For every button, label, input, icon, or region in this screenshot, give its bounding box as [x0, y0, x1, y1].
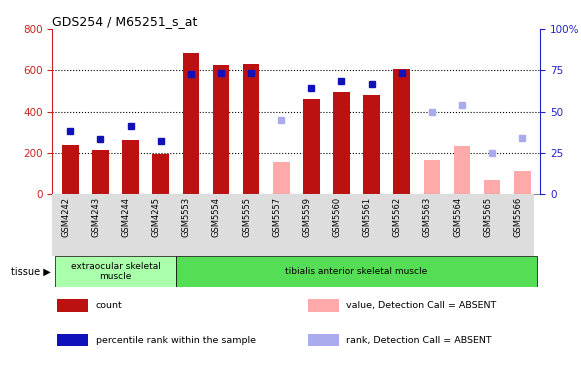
- Bar: [92, 150, 109, 194]
- Bar: [182, 53, 199, 194]
- Bar: [454, 146, 470, 194]
- Text: count: count: [96, 301, 123, 310]
- Text: GSM5560: GSM5560: [332, 197, 342, 237]
- Text: GDS254 / M65251_s_at: GDS254 / M65251_s_at: [52, 15, 198, 28]
- Text: GSM5562: GSM5562: [393, 197, 401, 237]
- Text: tibialis anterior skeletal muscle: tibialis anterior skeletal muscle: [285, 267, 428, 276]
- Text: GSM5559: GSM5559: [302, 197, 311, 237]
- Text: GSM4243: GSM4243: [91, 197, 101, 237]
- Text: GSM5554: GSM5554: [212, 197, 221, 237]
- Text: tissue ▶: tissue ▶: [11, 267, 51, 277]
- Text: value, Detection Call = ABSENT: value, Detection Call = ABSENT: [346, 301, 497, 310]
- Text: percentile rank within the sample: percentile rank within the sample: [96, 336, 256, 344]
- Bar: [484, 180, 500, 194]
- FancyBboxPatch shape: [176, 256, 537, 287]
- FancyBboxPatch shape: [55, 256, 176, 287]
- Bar: [273, 162, 289, 194]
- Text: rank, Detection Call = ABSENT: rank, Detection Call = ABSENT: [346, 336, 492, 344]
- Text: GSM5565: GSM5565: [483, 197, 492, 237]
- Text: GSM5566: GSM5566: [513, 197, 522, 237]
- Bar: [393, 70, 410, 194]
- Text: GSM5564: GSM5564: [453, 197, 462, 237]
- Text: GSM4242: GSM4242: [62, 197, 70, 237]
- Text: GSM5555: GSM5555: [242, 197, 251, 237]
- Text: GSM4244: GSM4244: [121, 197, 131, 237]
- Bar: [152, 154, 169, 194]
- FancyBboxPatch shape: [52, 194, 535, 256]
- Bar: [303, 99, 320, 194]
- Bar: [363, 95, 380, 194]
- FancyBboxPatch shape: [308, 334, 339, 346]
- Text: GSM5553: GSM5553: [182, 197, 191, 237]
- FancyBboxPatch shape: [58, 299, 88, 311]
- Bar: [243, 64, 259, 194]
- Text: GSM4245: GSM4245: [152, 197, 161, 237]
- Bar: [62, 145, 78, 194]
- Bar: [213, 65, 229, 194]
- Text: GSM5561: GSM5561: [363, 197, 372, 237]
- Text: extraocular skeletal
muscle: extraocular skeletal muscle: [71, 262, 160, 281]
- Text: GSM5557: GSM5557: [272, 197, 281, 237]
- FancyBboxPatch shape: [308, 299, 339, 311]
- Bar: [424, 160, 440, 194]
- Text: GSM5563: GSM5563: [423, 197, 432, 237]
- Bar: [514, 171, 530, 194]
- Bar: [333, 92, 350, 194]
- Bar: [123, 141, 139, 194]
- FancyBboxPatch shape: [58, 334, 88, 346]
